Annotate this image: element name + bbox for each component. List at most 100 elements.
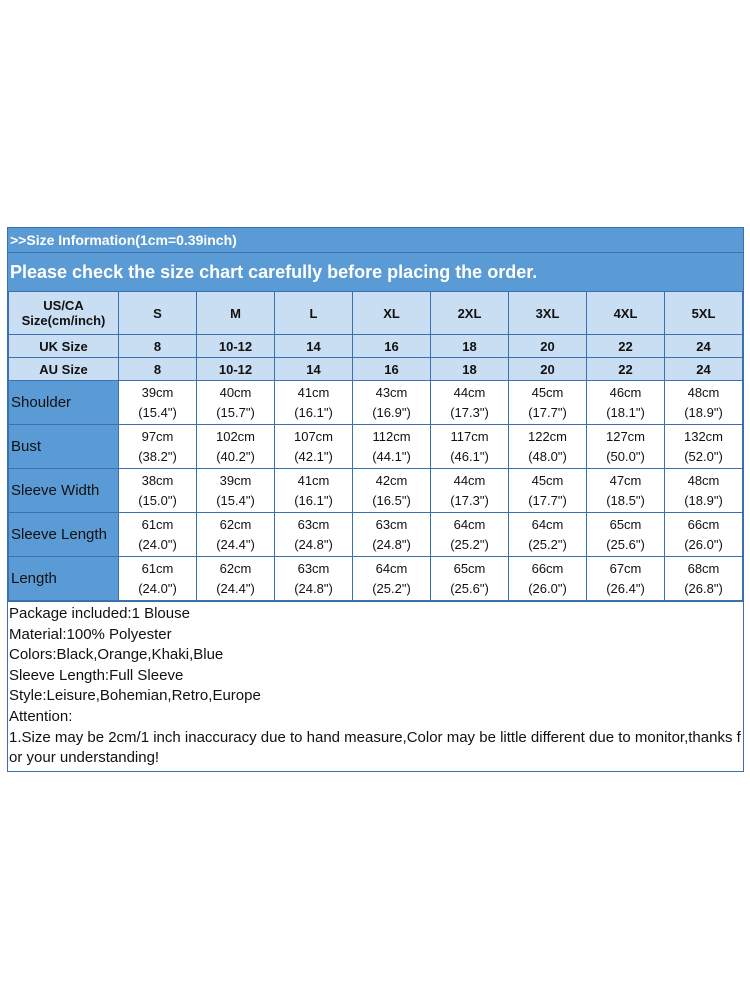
cm-value: 102cm	[215, 428, 256, 444]
cm-value: 40cm	[219, 384, 252, 400]
uk-size-row-cell: 16	[352, 334, 431, 358]
cm-value: 67cm	[609, 560, 642, 576]
measurement-row: Sleeve Width 38cm (15.0") 39cm (15.4") 41cm (1…	[8, 468, 743, 513]
inch-value: (24.4")	[216, 536, 255, 552]
inch-value: (42.1")	[294, 448, 333, 464]
measurement-cell: 64cm (25.2")	[508, 512, 587, 557]
measurement-cell: 48cm (18.9")	[664, 468, 743, 513]
us-size-row-cell: L	[274, 291, 353, 335]
measurement-cell: 117cm (46.1")	[430, 424, 509, 469]
measurement-cell: 63cm (24.8")	[274, 512, 353, 557]
measurement-cell: 41cm (16.1")	[274, 468, 353, 513]
inch-value: (17.3")	[450, 492, 489, 508]
us-size-row: US/CA Size(cm/inch) S M L XL 2XL 3XL 4XL 5XL	[8, 291, 743, 335]
measurement-cell: 45cm (17.7")	[508, 380, 587, 425]
measurement-row: Bust 97cm (38.2") 102cm (40.2") 107cm (42.1") 1…	[8, 424, 743, 469]
measurement-row: Length 61cm (24.0") 62cm (24.4") 63cm (24.8") 6…	[8, 556, 743, 601]
au-size-row-cell: 20	[508, 357, 587, 381]
cm-value: 65cm	[453, 560, 486, 576]
inch-value: (15.7")	[216, 404, 255, 420]
cm-value: 64cm	[453, 516, 486, 532]
cm-value: 63cm	[297, 560, 330, 576]
measurement-cell: 66cm (26.0")	[508, 556, 587, 601]
inch-value: (25.6")	[606, 536, 645, 552]
inch-value: (17.7")	[528, 492, 567, 508]
cm-value: 112cm	[372, 428, 411, 444]
size-info-title: >>Size Information(1cm=0.39inch)	[8, 228, 743, 253]
cm-value: 117cm	[450, 428, 489, 444]
cm-value: 43cm	[375, 384, 408, 400]
cm-value: 46cm	[609, 384, 642, 400]
measurement-cell: 40cm (15.7")	[196, 380, 275, 425]
uk-size-row-cell: 20	[508, 334, 587, 358]
measurement-label: Length	[8, 556, 119, 601]
inch-value: (18.5")	[606, 492, 645, 508]
measurement-cell: 39cm (15.4")	[118, 380, 197, 425]
measurement-cell: 66cm (26.0")	[664, 512, 743, 557]
measurement-cell: 43cm (16.9")	[352, 380, 431, 425]
cm-value: 45cm	[531, 472, 564, 488]
cm-value: 62cm	[219, 560, 252, 576]
us-size-row-cell: M	[196, 291, 275, 335]
measurement-cell: 68cm (26.8")	[664, 556, 743, 601]
cm-value: 66cm	[531, 560, 564, 576]
cm-value: 42cm	[375, 472, 408, 488]
uk-size-row-cell: 18	[430, 334, 509, 358]
us-size-row-cell: 2XL	[430, 291, 509, 335]
measurement-cell: 45cm (17.7")	[508, 468, 587, 513]
cm-value: 63cm	[375, 516, 408, 532]
au-size-row-cell: 16	[352, 357, 431, 381]
us-size-row-cell: XL	[352, 291, 431, 335]
cm-value: 47cm	[609, 472, 642, 488]
measurement-label: Shoulder	[8, 380, 119, 425]
inch-value: (26.0")	[684, 536, 723, 552]
uk-size-row: UK Size 8 10-12 14 16 18 20 22 24	[8, 334, 743, 358]
uk-size-row-cell: 14	[274, 334, 353, 358]
uk-size-row-cell: 22	[586, 334, 665, 358]
size-check-notice: Please check the size chart carefully be…	[8, 253, 743, 291]
measurement-label: Bust	[8, 424, 119, 469]
measurement-cell: 61cm (24.0")	[118, 556, 197, 601]
note-line: Package included:1 Blouse	[9, 605, 190, 622]
inch-value: (16.1")	[294, 492, 333, 508]
inch-value: (24.8")	[294, 536, 333, 552]
cm-value: 48cm	[687, 472, 720, 488]
measurement-cell: 39cm (15.4")	[196, 468, 275, 513]
note-line: Style:Leisure,Bohemian,Retro,Europe	[9, 687, 261, 705]
measurement-cell: 44cm (17.3")	[430, 380, 509, 425]
us-size-row-cell: 3XL	[508, 291, 587, 335]
cm-value: 39cm	[141, 384, 174, 400]
measurement-cell: 46cm (18.1")	[586, 380, 665, 425]
measurement-cell: 132cm (52.0")	[664, 424, 743, 469]
inch-value: (25.2")	[528, 536, 567, 552]
us-size-row-cell: 4XL	[586, 291, 665, 335]
cm-value: 41cm	[297, 472, 330, 488]
cm-value: 48cm	[687, 384, 720, 400]
inch-value: (24.8")	[294, 580, 333, 596]
uk-size-row-cell: 8	[118, 334, 197, 358]
au-size-row-label: AU Size	[8, 357, 119, 381]
au-size-row-cell: 10-12	[196, 357, 275, 381]
uk-size-row-cell: 10-12	[196, 334, 275, 358]
inch-value: (16.9")	[372, 404, 411, 420]
inch-value: (48.0")	[528, 448, 567, 464]
note-line: 1.Size may be 2cm/1 inch inaccuracy due …	[9, 728, 741, 767]
au-size-row-cell: 22	[586, 357, 665, 381]
measurement-cell: 62cm (24.4")	[196, 556, 275, 601]
inch-value: (26.4")	[606, 580, 645, 596]
inch-value: (18.9")	[684, 492, 723, 508]
inch-value: (44.1")	[372, 448, 411, 464]
size-chart: >>Size Information(1cm=0.39inch) Please …	[7, 227, 744, 772]
measurement-cell: 41cm (16.1")	[274, 380, 353, 425]
measurement-cell: 112cm (44.1")	[352, 424, 431, 469]
measurement-cell: 62cm (24.4")	[196, 512, 275, 557]
cm-value: 122cm	[527, 428, 568, 444]
measurement-cell: 63cm (24.8")	[274, 556, 353, 601]
measurement-cell: 47cm (18.5")	[586, 468, 665, 513]
cm-value: 38cm	[141, 472, 174, 488]
au-size-row-cell: 24	[664, 357, 743, 381]
cm-value: 97cm	[141, 428, 174, 444]
cm-value: 107cm	[293, 428, 334, 444]
measurement-cell: 65cm (25.6")	[586, 512, 665, 557]
measurement-cell: 122cm (48.0")	[508, 424, 587, 469]
